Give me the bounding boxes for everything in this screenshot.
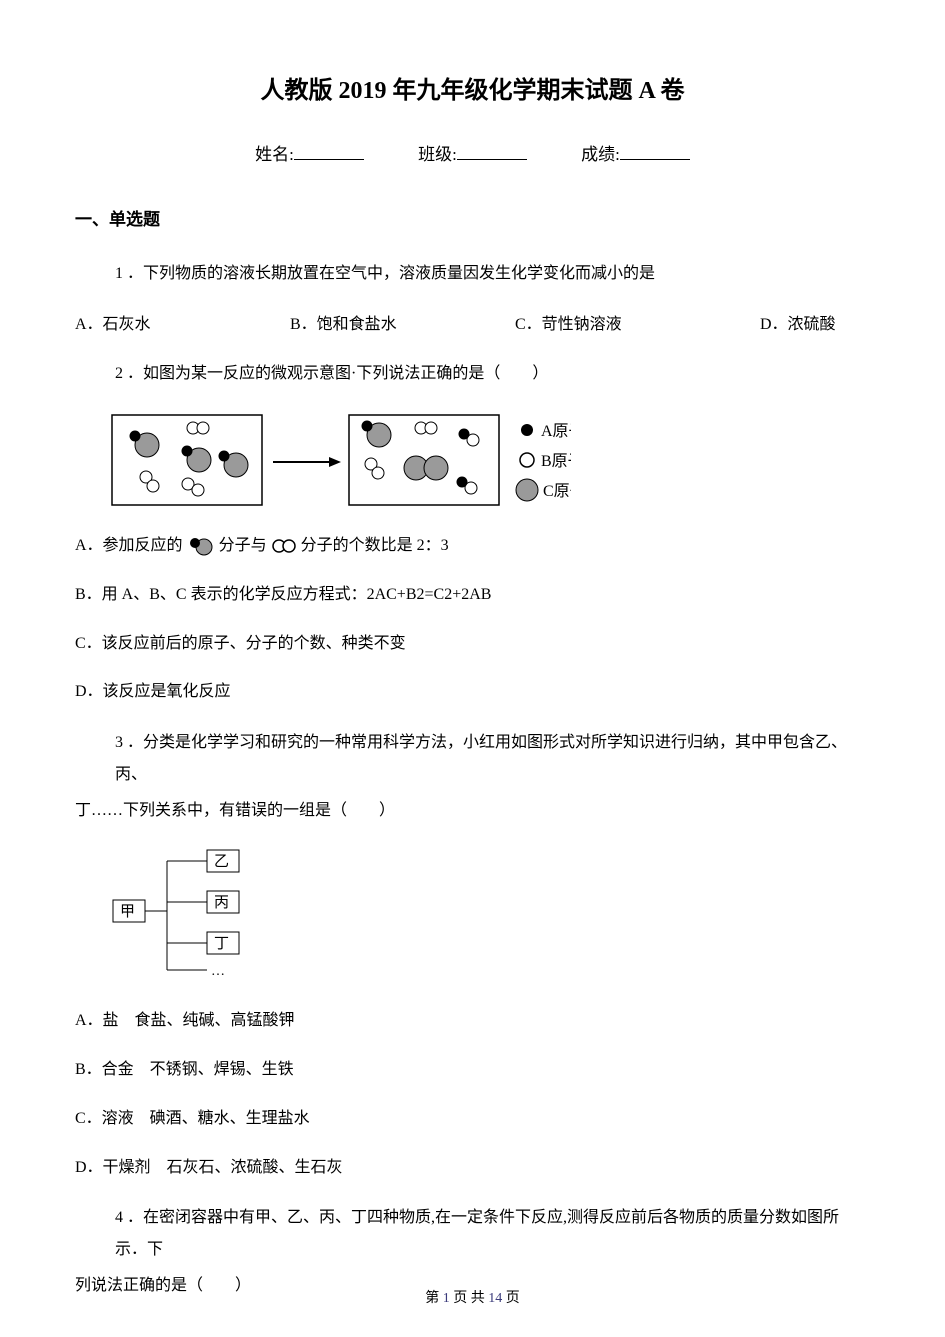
ac-molecule-icon xyxy=(187,536,215,556)
q2-opt-c: C．该反应前后的原子、分子的个数、种类不变 xyxy=(75,630,870,659)
q2-opt-a-mid: 分子与 xyxy=(219,537,267,554)
q1-opt-b: B．饱和食盐水 xyxy=(290,310,515,334)
q1-opt-d: D．浓硫酸 xyxy=(760,310,836,334)
q1-number: 1 ． xyxy=(115,265,143,282)
q2-opt-a: A．参加反应的 分子与 分子的个数比是 2：3 xyxy=(75,532,870,561)
q3-text-line2: 丁……下列关系中，有错误的一组是（ ） xyxy=(75,795,870,827)
q1-opt-a: A．石灰水 xyxy=(75,310,290,334)
question-4: 4 ．在密闭容器中有甲、乙、丙、丁四种物质,在一定条件下反应,测得反应前后各物质… xyxy=(75,1202,870,1266)
student-info-row: 姓名: 班级: 成绩: xyxy=(75,140,870,165)
q3-opt-a: A．盐 食盐、纯碱、高锰酸钾 xyxy=(75,1007,870,1036)
footer-pre: 第 xyxy=(425,1291,443,1306)
q3-text-1: 分类是化学学习和研究的一种常用科学方法，小红用如图形式对所学知识进行归纳，其中甲… xyxy=(115,734,847,783)
svg-text:乙: 乙 xyxy=(214,854,229,870)
q4-text-1: 在密闭容器中有甲、乙、丙、丁四种物质,在一定条件下反应,测得反应前后各物质的质量… xyxy=(115,1209,839,1258)
legend-a-text: A原子 xyxy=(541,422,571,440)
q2-opt-b: B．用 A、B、C 表示的化学反应方程式：2AC+B2=C2+2AB xyxy=(75,581,870,610)
q1-text: 下列物质的溶液长期放置在空气中，溶液质量因发生化学变化而减小的是 xyxy=(143,265,655,282)
svg-text:…: … xyxy=(211,964,225,979)
legend-c-text: C原子 xyxy=(543,482,571,500)
q3-opt-c: C．溶液 碘酒、糖水、生理盐水 xyxy=(75,1105,870,1134)
score-blank xyxy=(620,159,690,160)
q2-opt-a-pre: A．参加反应的 xyxy=(75,537,183,554)
q3-diagram: 甲 乙 丙 丁 … xyxy=(111,845,870,985)
q2-number: 2 ． xyxy=(115,365,143,382)
question-2: 2 ．如图为某一反应的微观示意图·下列说法正确的是（ ） xyxy=(75,358,870,390)
score-label: 成绩: xyxy=(581,145,620,164)
q1-options: A．石灰水 B．饱和食盐水 C．苛性钠溶液 D．浓硫酸 xyxy=(75,310,870,334)
q2-opt-d: D．该反应是氧化反应 xyxy=(75,678,870,707)
q1-opt-c: C．苛性钠溶液 xyxy=(515,310,760,334)
section-heading-1: 一、单选题 xyxy=(75,205,870,230)
reaction-diagram-svg: A原子 B原子 C原子 xyxy=(111,410,571,510)
svg-text:丁: 丁 xyxy=(214,936,229,952)
q2-diagram: A原子 B原子 C原子 xyxy=(111,410,870,510)
q2-text: 如图为某一反应的微观示意图·下列说法正确的是（ ） xyxy=(143,365,548,382)
q3-opt-b: B．合金 不锈钢、焊锡、生铁 xyxy=(75,1056,870,1085)
name-label: 姓名: xyxy=(255,145,294,164)
svg-text:丙: 丙 xyxy=(214,895,229,911)
legend-b-text: B原子 xyxy=(541,452,571,470)
page-footer: 第 1 页 共 14 页 xyxy=(0,1287,945,1307)
svg-text:甲: 甲 xyxy=(120,904,135,920)
exam-title: 人教版 2019 年九年级化学期末试题 A 卷 xyxy=(75,70,870,105)
question-3: 3 ．分类是化学学习和研究的一种常用科学方法，小红用如图形式对所学知识进行归纳，… xyxy=(75,727,870,791)
q3-number: 3 ． xyxy=(115,734,143,751)
footer-total: 14 xyxy=(488,1291,502,1306)
q2-opt-a-tail: 分子的个数比是 2：3 xyxy=(301,537,449,554)
class-blank xyxy=(457,159,527,160)
class-label: 班级: xyxy=(418,145,457,164)
tree-diagram-svg: 甲 乙 丙 丁 … xyxy=(111,845,261,985)
q3-opt-d: D．干燥剂 石灰石、浓硫酸、生石灰 xyxy=(75,1154,870,1183)
question-1: 1 ．下列物质的溶液长期放置在空气中，溶液质量因发生化学变化而减小的是 xyxy=(75,258,870,290)
q4-number: 4 ． xyxy=(115,1209,143,1226)
footer-post: 页 xyxy=(502,1291,520,1306)
bb-molecule-icon xyxy=(271,537,297,555)
footer-page: 1 xyxy=(443,1291,450,1306)
name-blank xyxy=(294,159,364,160)
footer-mid: 页 共 xyxy=(450,1291,489,1306)
